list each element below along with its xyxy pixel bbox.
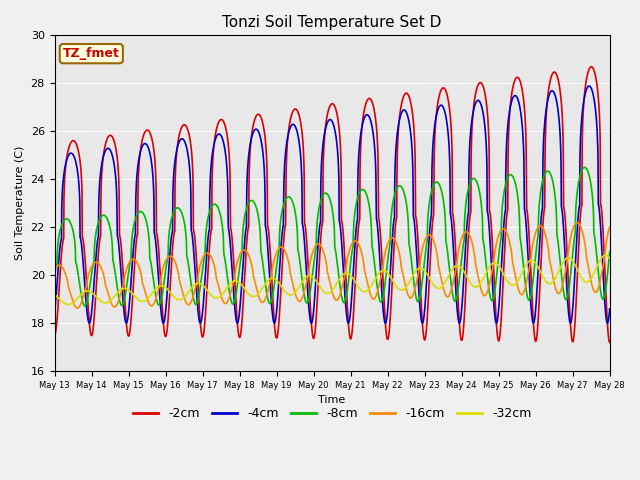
-8cm — [606, 249, 614, 254]
-4cm — [604, 320, 611, 326]
-4cm — [321, 131, 328, 137]
-16cm — [306, 260, 314, 266]
Title: Tonzi Soil Temperature Set D: Tonzi Soil Temperature Set D — [223, 15, 442, 30]
Line: -4cm: -4cm — [54, 86, 610, 323]
-16cm — [74, 305, 81, 311]
Line: -8cm: -8cm — [54, 168, 610, 306]
-32cm — [51, 292, 58, 298]
-2cm — [488, 228, 495, 234]
Y-axis label: Soil Temperature (C): Soil Temperature (C) — [15, 146, 25, 261]
-4cm — [606, 306, 614, 312]
-16cm — [573, 220, 581, 226]
-4cm — [79, 256, 86, 262]
-32cm — [65, 302, 72, 308]
-16cm — [51, 267, 58, 273]
-16cm — [606, 224, 614, 230]
-4cm — [51, 310, 58, 316]
-32cm — [306, 273, 314, 278]
-2cm — [589, 66, 597, 72]
-32cm — [589, 271, 597, 277]
-16cm — [590, 288, 598, 293]
-32cm — [79, 290, 87, 296]
-2cm — [606, 339, 614, 345]
-4cm — [488, 266, 495, 272]
-16cm — [79, 294, 87, 300]
-32cm — [602, 252, 609, 258]
-2cm — [51, 332, 58, 338]
-2cm — [79, 236, 86, 241]
-2cm — [306, 294, 314, 300]
-16cm — [590, 288, 598, 294]
-4cm — [590, 95, 598, 101]
-2cm — [588, 64, 595, 70]
-8cm — [51, 273, 58, 278]
-16cm — [321, 253, 328, 259]
-4cm — [586, 83, 593, 89]
-4cm — [589, 94, 597, 99]
Line: -2cm: -2cm — [54, 67, 610, 342]
-32cm — [606, 255, 614, 261]
X-axis label: Time: Time — [319, 396, 346, 406]
-16cm — [488, 269, 496, 275]
Text: TZ_fmet: TZ_fmet — [63, 47, 120, 60]
Legend: -2cm, -4cm, -8cm, -16cm, -32cm: -2cm, -4cm, -8cm, -16cm, -32cm — [128, 402, 536, 425]
Line: -16cm: -16cm — [54, 223, 610, 308]
-2cm — [321, 134, 328, 140]
-8cm — [590, 231, 598, 237]
-4cm — [306, 313, 314, 319]
-32cm — [488, 261, 496, 267]
-32cm — [321, 289, 328, 295]
-8cm — [81, 303, 88, 309]
-8cm — [581, 165, 589, 170]
-32cm — [590, 271, 598, 276]
-8cm — [488, 298, 496, 303]
-2cm — [590, 67, 598, 73]
Line: -32cm: -32cm — [54, 255, 610, 305]
-8cm — [79, 300, 86, 305]
-8cm — [590, 230, 598, 236]
-8cm — [306, 290, 314, 296]
-8cm — [321, 191, 328, 196]
